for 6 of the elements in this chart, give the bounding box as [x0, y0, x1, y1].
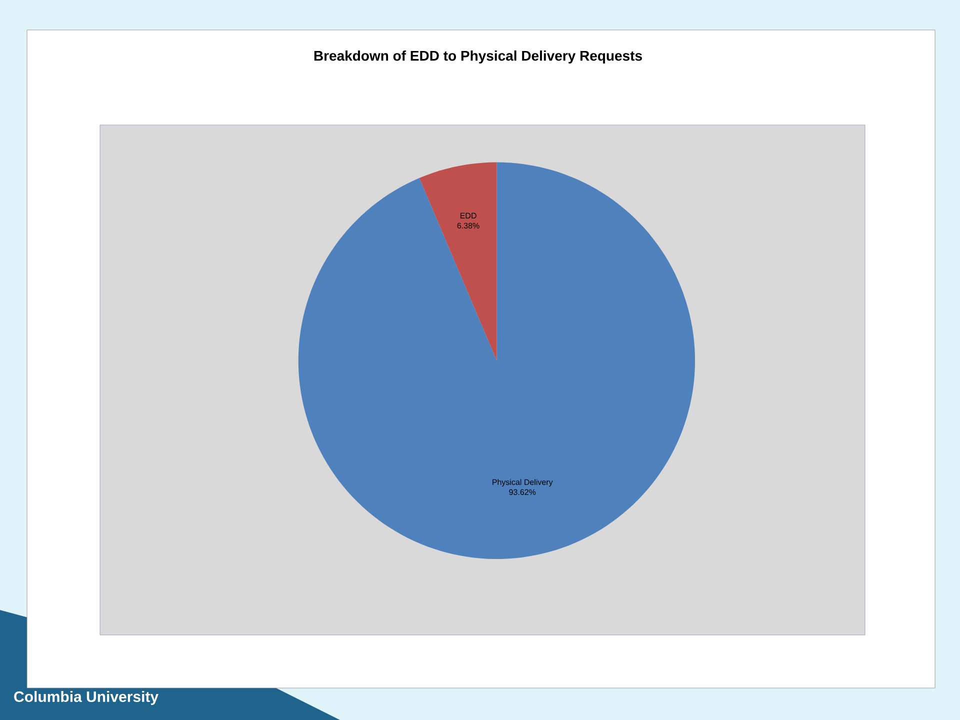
slice-label: Physical Delivery: [492, 479, 553, 487]
text: Columbia University: [14, 691, 158, 705]
data-label: 6.38%: [457, 222, 480, 228]
chart-title: Breakdown of EDD to Physical Delivery Requests: [314, 50, 642, 64]
slice-label: EDD: [460, 212, 476, 218]
data-label: 93.62%: [509, 489, 536, 495]
